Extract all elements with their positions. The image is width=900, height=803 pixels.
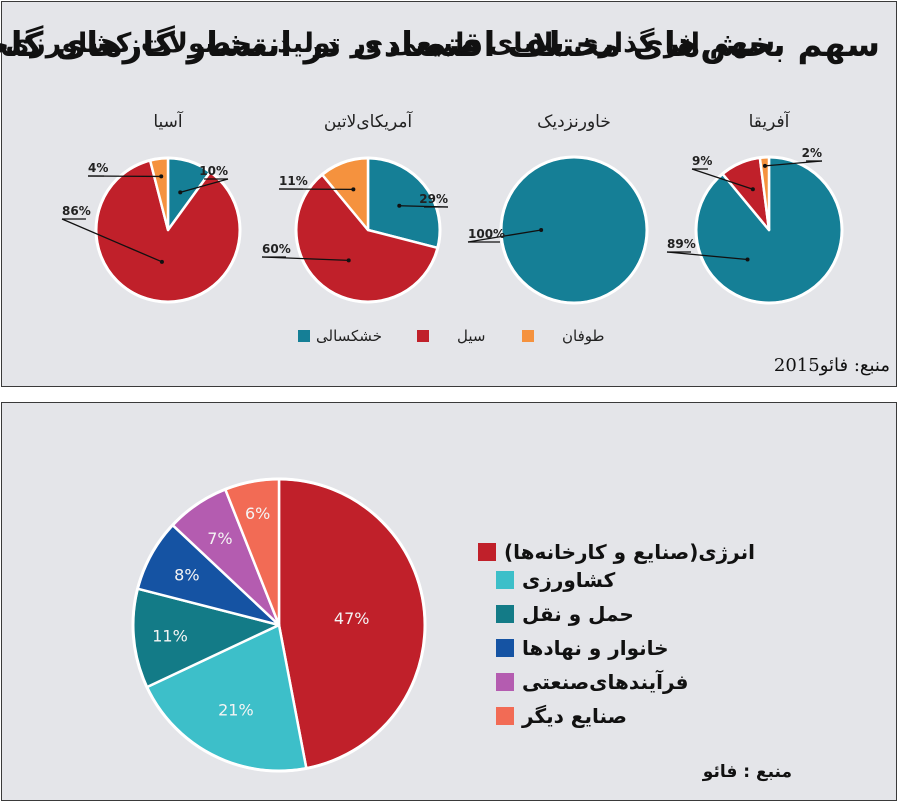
slice-label: 9% [692,154,712,168]
legend-label: فرآیندهای‌صنعتی [522,670,689,694]
pie-title-africa: آفریقا [748,112,790,132]
legend-swatch-energy [477,543,496,561]
slice-label: 60% [262,242,291,256]
legend-label: خانوار و نهادها [522,636,669,660]
legend-item-flood: سیل [417,327,485,345]
slice-label: 6% [245,504,270,523]
slice-label: 7% [207,529,232,548]
slice-label: 100% [468,227,505,241]
slice-label: 8% [174,565,199,584]
legend-label: کشاورزی [522,568,616,592]
legend-label: خشکسالی [316,327,382,345]
pie-chart-1: 29% 60% 11% [261,156,449,304]
leader-line [61,218,163,263]
chart-title-greenhouse-gases: سهم بخش‌های مختلف اقتصادی در انتشار گازه… [0,25,880,65]
slice-label: 4% [88,161,108,175]
pie-chart-0: 10% 86% 4% [61,156,242,304]
legend-swatch-industrial-processes [496,673,514,691]
legend-swatch-flood [417,330,429,342]
slice-label: 10% [199,164,228,178]
legend-item-drought: خشکسالی [298,327,382,345]
pie-title-near-east: خاورنزدیک [537,112,611,132]
legend-swatch-other-industries [496,707,514,725]
legend-label: صنایع دیگر [522,704,627,728]
legend-label: طوفان [562,327,605,345]
pie-title-asia: آسیا [153,112,183,132]
legend-label: سیل [457,327,486,345]
slice-label: 2% [802,146,822,160]
legend-swatch-households [496,639,514,657]
legend-item-industrial-processes: فرآیندهای‌صنعتی [496,670,689,694]
source-note-bottom: منبع : فائو [702,762,792,782]
legend-swatch-transport [496,605,514,623]
legend-label: حمل و نقل [522,602,634,626]
slice-label: 89% [667,237,696,251]
slice-label: 47% [334,609,370,628]
slice-label: 29% [419,192,448,206]
leader-line [691,168,754,190]
legend-label: انرژی(صنایع و کارخانه‌ها) [503,540,755,564]
slice-label: 21% [218,701,254,720]
pie-chart-3: 89% 9% 2% [666,146,844,305]
chart-title-natural-disasters: سهم اثر گذاری بلایای طبیعی در تولید محصو… [0,28,775,59]
slice-label: 11% [152,626,188,645]
leader-line [666,251,748,261]
pie-chart-4: 47% 21% 11% 8% 7% 6% [131,477,427,773]
leader-line [467,229,542,243]
leader-line [180,178,229,193]
leader-line [764,160,823,167]
legend-item-agriculture: کشاورزی [496,568,615,592]
slice-label: 86% [62,204,91,218]
legend-swatch-drought [298,330,310,342]
legend-swatch-agriculture [496,571,514,589]
legend-item-transport: حمل و نقل [496,602,634,626]
legend-item-other-industries: صنایع دیگر [496,704,627,728]
legend-item-storm: طوفان [522,327,604,345]
pie-title-latin-america: آمریکای‌لاتین [323,112,413,132]
source-note-top: منبع: فائو2015 [773,355,890,376]
legend-swatch-storm [522,330,534,342]
legend-item-energy: انرژی(صنایع و کارخانه‌ها) [477,540,755,564]
pie-chart-2: 100% [467,155,649,305]
slice-label: 11% [279,174,308,188]
legend-item-households: خانوار و نهادها [496,636,669,660]
